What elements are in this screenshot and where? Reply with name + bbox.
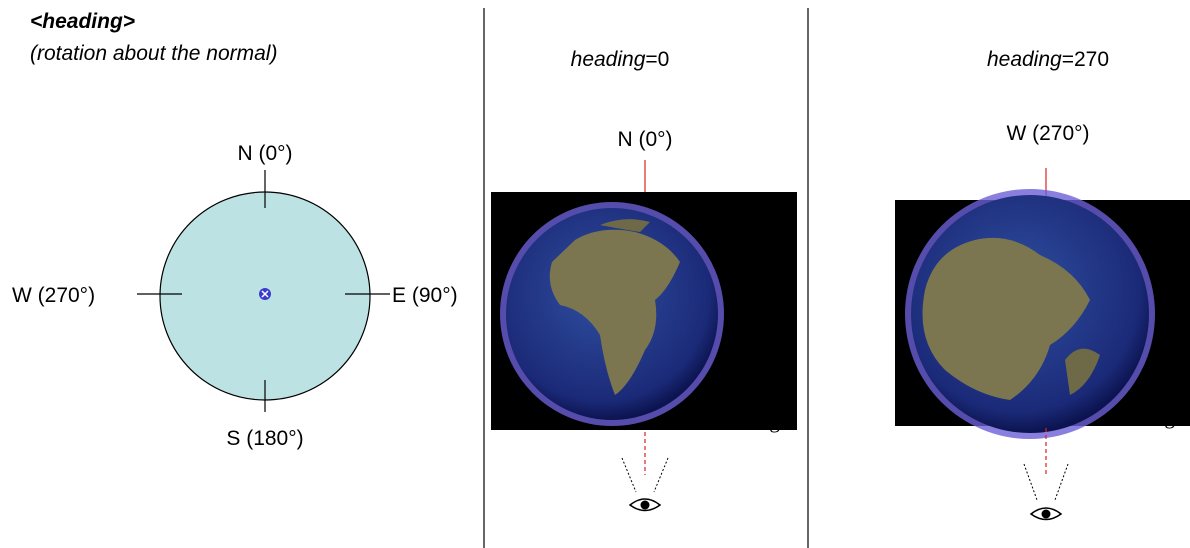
param-value: =270	[1062, 48, 1109, 71]
continent	[549, 229, 680, 395]
north-label: N (0°)	[237, 142, 292, 165]
param-value: =0	[645, 48, 669, 71]
continent	[600, 219, 650, 232]
direction-label: W (270°)	[1006, 122, 1089, 145]
direction-label: N (0°)	[617, 128, 672, 151]
continent	[1065, 348, 1100, 395]
param: heading	[571, 48, 646, 71]
east-label: E (90°)	[392, 284, 458, 307]
west-label: W (270°)	[12, 284, 95, 307]
watermark: Google	[1128, 405, 1190, 429]
south-label: S (180°)	[226, 427, 303, 450]
normal-marker-x	[261, 290, 269, 298]
eye	[621, 457, 669, 512]
compass-ticks	[137, 170, 390, 412]
title: <heading>	[30, 10, 135, 33]
param: heading	[987, 48, 1062, 71]
continent	[922, 237, 1090, 400]
watermark: Google	[733, 409, 795, 433]
subtitle: (rotation about the normal)	[30, 42, 277, 65]
panel-title: heading=270	[987, 48, 1109, 71]
panel-title: heading=0	[571, 48, 670, 71]
eye	[1023, 463, 1069, 521]
